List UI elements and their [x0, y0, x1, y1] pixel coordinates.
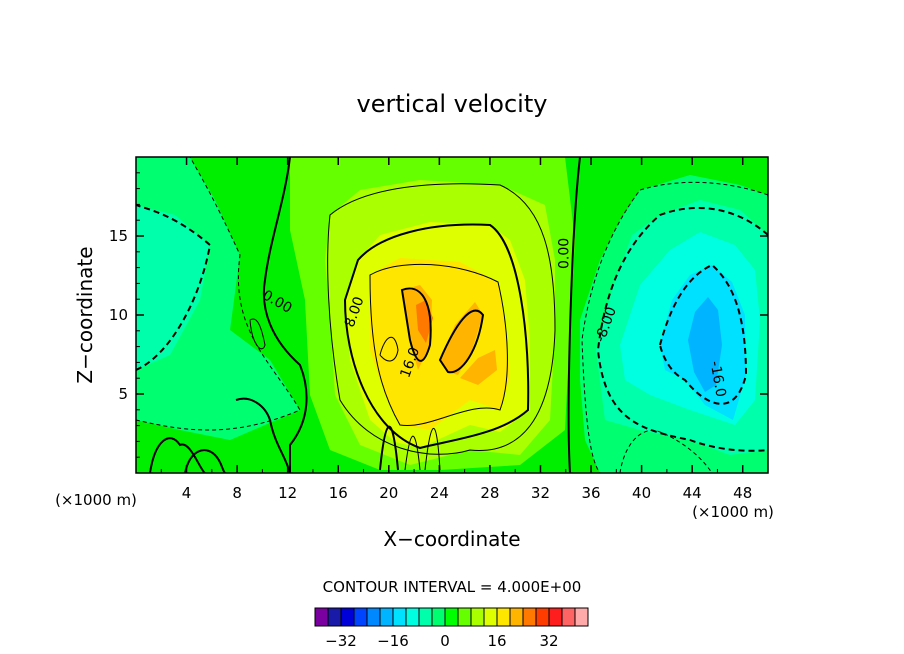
x-tick-label: 24	[430, 484, 449, 502]
contour-pos-16-b	[438, 309, 485, 374]
contour-bump-1	[149, 437, 206, 473]
colorbar-tick-label: 32	[539, 632, 558, 650]
colorbar-tick-label: 0	[440, 632, 450, 650]
contour-pos-12	[369, 263, 508, 427]
colorbar-cell	[431, 607, 446, 627]
contour-label: 0.00	[556, 238, 572, 269]
colorbar-cell	[561, 607, 576, 627]
x-tick-label: 40	[632, 484, 651, 502]
colorbar-cell	[405, 607, 420, 627]
contour-neg-16-right	[658, 263, 748, 405]
x-tick-label: 20	[379, 484, 398, 502]
x-unit-left: (×1000 m)	[55, 491, 137, 509]
colorbar-cell	[483, 607, 498, 627]
contour-spike-2	[404, 435, 421, 471]
y-tick-label: 5	[118, 385, 128, 403]
colorbar-cell	[574, 607, 589, 627]
colorbar-cell	[392, 607, 407, 627]
chart-title: vertical velocity	[357, 90, 548, 118]
colorbar-cell	[535, 607, 550, 627]
x-axis-label: X−coordinate	[383, 527, 520, 551]
contour-pos-4	[327, 183, 556, 455]
colorbar-cell	[340, 607, 355, 627]
colorbar-tick-label: −16	[377, 632, 409, 650]
contour-small-blob	[249, 318, 266, 350]
colorbar-cell	[353, 607, 368, 627]
region-neg-20-right	[688, 297, 722, 392]
colorbar: −32 −16 0 16 32	[314, 607, 589, 650]
contour-bump-3	[235, 397, 291, 473]
colorbar-cell	[509, 607, 524, 627]
x-tick-label: 4	[182, 484, 192, 502]
contour-pos-12-small	[379, 337, 399, 362]
region-pos-20-c	[460, 350, 497, 385]
contour-neg-4-right	[581, 181, 768, 473]
contour-zero-left	[262, 157, 308, 473]
contour-pos-8	[343, 223, 530, 450]
y-tick-label: 15	[109, 227, 128, 245]
x-tick-label: 28	[480, 484, 499, 502]
x-tick-label: 36	[581, 484, 600, 502]
contour-bump-2	[184, 449, 226, 473]
contour-neg-bottom	[619, 429, 713, 473]
colorbar-cell	[418, 607, 433, 627]
colorbar-tick-label: −32	[325, 632, 357, 650]
x-tick-label: 8	[232, 484, 242, 502]
x-tick-label: 44	[683, 484, 702, 502]
colorbar-cell	[496, 607, 511, 627]
region-pos-16	[370, 258, 510, 430]
colorbar-cell	[548, 607, 563, 627]
contour-label: -16.0	[707, 360, 729, 398]
region-pos-20-b	[440, 302, 483, 375]
contour-neg-8-right	[596, 206, 768, 452]
contour-field	[136, 157, 768, 473]
contour-spike-3	[424, 428, 441, 471]
colorbar-cell	[314, 607, 329, 627]
y-tick-label: 10	[109, 306, 128, 324]
colorbar-cell	[470, 607, 485, 627]
x-tick-label: 32	[531, 484, 550, 502]
colorbar-cell	[327, 607, 342, 627]
contour-neg-4-left	[136, 157, 301, 431]
colorbar-cell	[522, 607, 537, 627]
x-unit-right: (×1000 m)	[692, 503, 774, 521]
colorbar-cell	[457, 607, 472, 627]
colorbar-cell	[366, 607, 381, 627]
contour-interval-label: CONTOUR INTERVAL = 4.000E+00	[323, 578, 582, 596]
contour-spike-1	[379, 425, 399, 471]
colorbar-cell	[444, 607, 459, 627]
contour-neg-8-left	[136, 204, 212, 371]
contour-zero-right	[567, 157, 581, 473]
x-tick-label: 48	[733, 484, 752, 502]
region-neg-8-left	[136, 205, 210, 370]
contour-pos-16-a	[400, 287, 432, 362]
x-tick-label: 12	[278, 484, 297, 502]
colorbar-cell	[379, 607, 394, 627]
x-tick-label: 16	[329, 484, 348, 502]
colorbar-tick-label: 16	[487, 632, 506, 650]
y-axis-label: Z−coordinate	[73, 246, 97, 383]
